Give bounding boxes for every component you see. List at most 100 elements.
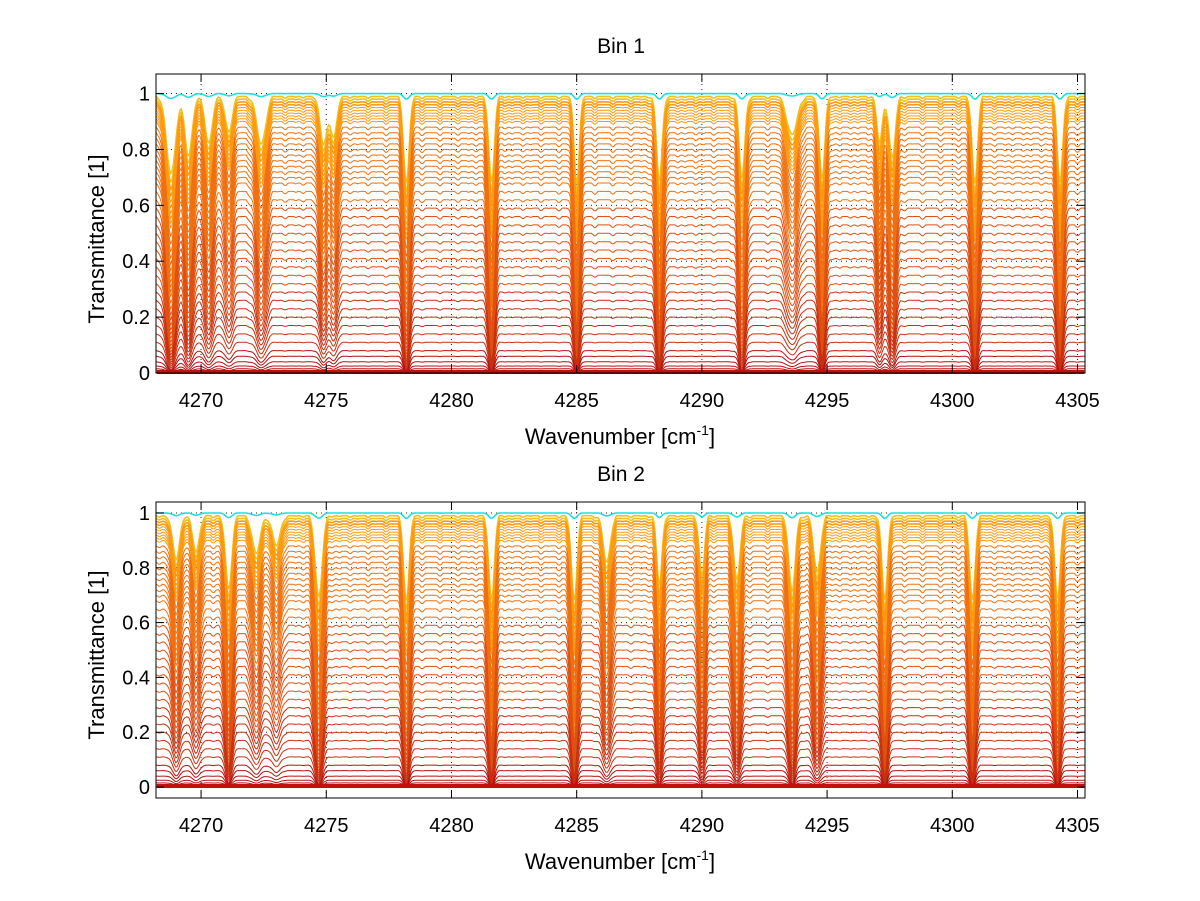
series-line xyxy=(155,241,1085,347)
x-tick-label: 4270 xyxy=(179,815,224,837)
series-line xyxy=(155,148,1086,281)
series-line xyxy=(155,682,1086,771)
x-tick-label: 4285 xyxy=(554,815,599,837)
series-line xyxy=(155,137,1086,267)
series-line xyxy=(155,641,1086,753)
series-line xyxy=(155,283,1085,362)
series-line xyxy=(155,690,1086,773)
series-line xyxy=(155,316,1085,369)
x-tick-label: 4275 xyxy=(304,815,349,837)
y-tick-label: 0.8 xyxy=(122,558,150,580)
y-tick-label: 0 xyxy=(139,777,150,799)
chart-panel-bin-1: Bin 1 Transmittance [1] Wavenumber [cm-1… xyxy=(84,35,1100,449)
series-line xyxy=(155,274,1086,359)
series-line xyxy=(155,165,1086,298)
plot-area-frame xyxy=(155,73,1086,374)
x-axis-label: Wavenumber [cm-1] xyxy=(525,422,715,449)
x-tick-label: 4295 xyxy=(805,390,850,412)
series-line xyxy=(155,143,1086,274)
series-line xyxy=(155,756,1085,787)
y-tick-label: 0.8 xyxy=(122,139,150,161)
x-tick-label: 4290 xyxy=(680,815,725,837)
series-line xyxy=(155,764,1085,787)
series-line xyxy=(155,698,1086,776)
series-line xyxy=(155,528,1086,638)
y-axis-label: Transmittance [1] xyxy=(84,570,109,739)
chart-panel-bin-2: Bin 2 Transmittance [1] Wavenumber [cm-1… xyxy=(84,463,1100,874)
series-line xyxy=(155,112,1086,227)
series-line xyxy=(155,291,1085,364)
series-line xyxy=(155,249,1086,351)
x-tick-label: 4275 xyxy=(304,390,349,412)
y-axis-label: Transmittance [1] xyxy=(84,154,109,323)
series-line xyxy=(155,324,1085,372)
series-line xyxy=(155,299,1086,366)
chart-title: Bin 1 xyxy=(597,35,645,58)
series-line xyxy=(155,583,1086,711)
series-line xyxy=(155,665,1086,765)
series-line xyxy=(155,109,1086,222)
x-axis-label-exponent: -1 xyxy=(697,847,710,863)
series-line xyxy=(156,779,1085,788)
series-line xyxy=(155,341,1085,373)
series-line xyxy=(155,95,1085,185)
x-tick-label: 4290 xyxy=(680,390,725,412)
series-line xyxy=(155,523,1086,627)
series-line xyxy=(155,333,1085,373)
y-tick-label: 0 xyxy=(139,363,150,385)
series-line xyxy=(155,649,1086,757)
series-line xyxy=(155,608,1086,731)
series-line xyxy=(155,539,1086,657)
x-tick-label: 4280 xyxy=(429,815,474,837)
y-tick-label: 0.4 xyxy=(122,251,150,273)
series-line xyxy=(155,624,1086,742)
series-line xyxy=(155,215,1086,335)
series-line xyxy=(156,775,1085,788)
series-line xyxy=(155,132,1086,260)
series-line xyxy=(155,176,1086,308)
series-line xyxy=(155,115,1086,233)
series-line xyxy=(155,160,1086,293)
series-line xyxy=(155,257,1086,354)
series-line xyxy=(155,594,1086,721)
y-tick-label: 1 xyxy=(139,84,150,106)
series-line xyxy=(155,126,1086,252)
series-line xyxy=(155,368,1085,374)
series-line xyxy=(156,512,1085,520)
series-line xyxy=(155,561,1086,688)
x-tick-label: 4300 xyxy=(930,390,975,412)
series-line xyxy=(155,232,1086,343)
plot-area-frame xyxy=(155,501,1086,799)
series-line xyxy=(155,572,1086,700)
x-tick-label: 4305 xyxy=(1055,815,1100,837)
series-line xyxy=(155,748,1085,786)
y-tick-label: 0.2 xyxy=(122,307,150,329)
series-line xyxy=(155,633,1085,749)
y-tick-label: 0.2 xyxy=(122,722,150,744)
y-tick-label: 0.6 xyxy=(122,613,150,635)
series-line xyxy=(155,600,1086,725)
series-line xyxy=(155,723,1085,782)
series-line xyxy=(156,782,1085,788)
series-line xyxy=(155,589,1086,716)
series-line xyxy=(155,207,1086,330)
series-line xyxy=(155,199,1086,325)
series-line xyxy=(155,578,1086,706)
x-tick-label: 4285 xyxy=(554,390,599,412)
series-line xyxy=(155,350,1086,374)
x-axis-label: Wavenumber [cm-1] xyxy=(525,847,715,874)
x-tick-label: 4280 xyxy=(429,390,474,412)
x-tick-label: 4300 xyxy=(930,815,975,837)
series-line xyxy=(155,118,1086,238)
series-line xyxy=(156,92,1085,100)
y-tick-label: 0.4 xyxy=(122,667,150,689)
series-line xyxy=(155,154,1086,287)
series-line xyxy=(155,526,1085,632)
series-line xyxy=(155,98,1086,194)
series-line xyxy=(155,182,1086,312)
series-line xyxy=(155,361,1085,374)
series-line xyxy=(155,224,1086,339)
series-line xyxy=(155,365,1085,374)
series-line xyxy=(155,707,1085,778)
